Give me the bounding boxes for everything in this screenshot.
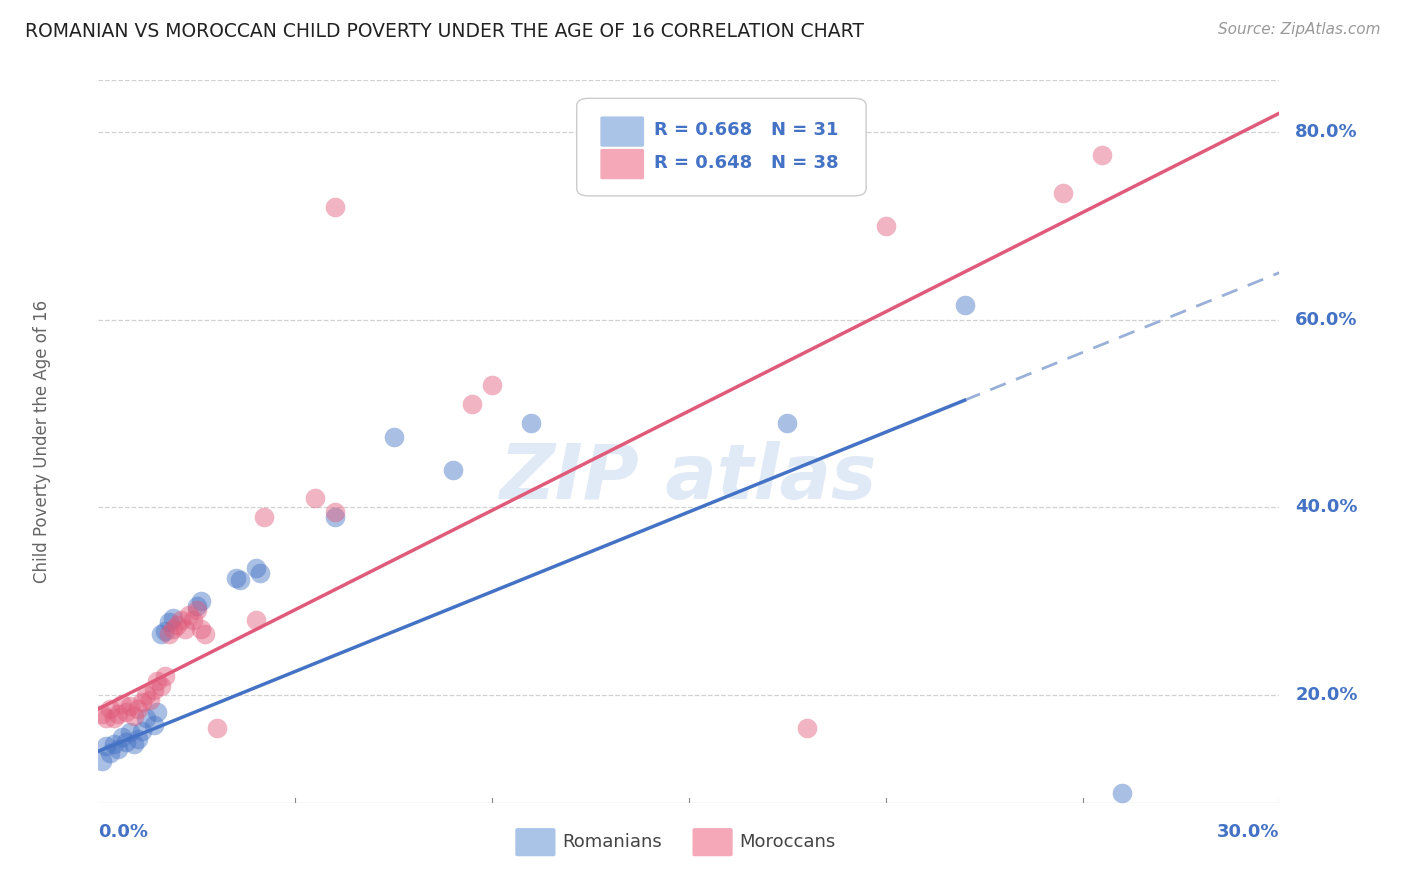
Point [107, 742, 129, 756]
Point [1091, 148, 1114, 162]
Text: 60.0%: 60.0% [1295, 310, 1358, 328]
FancyBboxPatch shape [600, 149, 644, 179]
Point [461, 397, 484, 411]
Text: Child Poverty Under the Age of 16: Child Poverty Under the Age of 16 [32, 300, 51, 583]
Point [98, 746, 121, 760]
Point [796, 721, 818, 735]
Point [229, 574, 252, 588]
Text: ROMANIAN VS MOROCCAN CHILD POVERTY UNDER THE AGE OF 16 CORRELATION CHART: ROMANIAN VS MOROCCAN CHILD POVERTY UNDER… [25, 22, 865, 41]
Point [162, 622, 184, 636]
Point [96, 711, 118, 725]
Point [245, 561, 267, 575]
Point [135, 711, 157, 725]
FancyBboxPatch shape [576, 98, 866, 196]
Point [118, 725, 141, 739]
Point [127, 731, 149, 746]
Point [91, 754, 114, 768]
Point [127, 702, 149, 716]
Text: 30.0%: 30.0% [1218, 823, 1279, 841]
Point [146, 673, 169, 688]
Text: Source: ZipAtlas.com: Source: ZipAtlas.com [1218, 22, 1381, 37]
Point [115, 735, 138, 749]
FancyBboxPatch shape [600, 117, 644, 147]
Point [103, 711, 125, 725]
FancyBboxPatch shape [516, 828, 555, 856]
Point [146, 705, 169, 719]
Point [98, 702, 121, 716]
Point [157, 615, 180, 629]
Point [875, 219, 897, 233]
Point [135, 688, 157, 702]
Point [157, 627, 180, 641]
Point [225, 571, 247, 585]
Point [323, 505, 346, 519]
Point [245, 613, 267, 627]
Text: R = 0.668   N = 31: R = 0.668 N = 31 [654, 121, 838, 139]
Point [249, 566, 271, 580]
Point [107, 706, 129, 721]
Point [91, 706, 114, 721]
Point [142, 718, 165, 732]
Point [181, 613, 204, 627]
Text: 20.0%: 20.0% [1295, 686, 1358, 704]
Point [111, 730, 134, 744]
Point [170, 613, 193, 627]
Point [253, 509, 276, 524]
Point [194, 627, 217, 641]
Point [520, 416, 543, 430]
Point [111, 698, 134, 712]
FancyBboxPatch shape [693, 828, 733, 856]
Point [150, 679, 173, 693]
Point [174, 622, 197, 636]
Point [1052, 186, 1074, 200]
Point [441, 463, 464, 477]
Point [138, 692, 160, 706]
Point [162, 611, 184, 625]
Text: 40.0%: 40.0% [1295, 499, 1358, 516]
Point [382, 430, 405, 444]
Point [186, 603, 208, 617]
Point [150, 627, 173, 641]
Point [186, 599, 208, 613]
Text: Moroccans: Moroccans [740, 833, 837, 851]
Point [96, 739, 118, 754]
Text: 0.0%: 0.0% [98, 823, 149, 841]
Point [205, 721, 228, 735]
Point [481, 378, 503, 392]
Point [177, 608, 200, 623]
Point [103, 737, 125, 751]
Point [776, 416, 799, 430]
Point [131, 723, 153, 738]
Text: R = 0.648   N = 38: R = 0.648 N = 38 [654, 153, 838, 171]
Point [131, 695, 153, 709]
Point [323, 200, 346, 214]
Point [122, 737, 145, 751]
Point [190, 622, 212, 636]
Text: 80.0%: 80.0% [1295, 123, 1358, 141]
Text: ZIP atlas: ZIP atlas [501, 441, 877, 515]
Point [953, 298, 976, 312]
Point [118, 699, 141, 714]
Point [304, 491, 326, 505]
Point [115, 705, 138, 719]
Point [142, 683, 165, 698]
Point [190, 594, 212, 608]
Text: Romanians: Romanians [562, 833, 662, 851]
Point [122, 708, 145, 723]
Point [1111, 786, 1133, 800]
Point [155, 624, 177, 638]
Point [323, 509, 346, 524]
Point [155, 669, 177, 683]
Point [166, 617, 188, 632]
